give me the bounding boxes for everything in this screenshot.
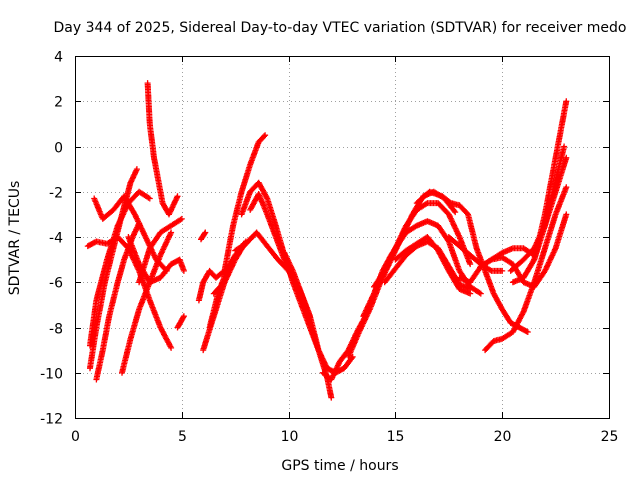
data-point: [146, 195, 153, 202]
x-tick-label: 20: [494, 429, 512, 445]
series-arc-11: [198, 229, 209, 243]
x-axis-label: GPS time / hours: [281, 458, 398, 474]
series-arc-9: [125, 234, 187, 286]
axis-ticks: [75, 56, 610, 419]
x-tick-label: 15: [387, 429, 405, 445]
data-point: [261, 133, 267, 140]
data-point: [519, 310, 526, 316]
data-point: [180, 314, 187, 321]
y-tick-label: -12: [40, 412, 63, 428]
data-point: [178, 215, 185, 222]
data-point: [180, 267, 187, 274]
data-point: [563, 154, 570, 161]
series-arc-33: [507, 154, 570, 274]
data-point: [561, 143, 568, 150]
data-point: [168, 229, 175, 236]
data-point: [348, 355, 355, 362]
data-point: [133, 166, 140, 173]
series-arc-34: [445, 234, 506, 274]
data-point: [451, 207, 458, 214]
data-point: [446, 199, 453, 206]
series-arc-10: [174, 313, 187, 331]
data-point: [563, 184, 570, 191]
data-point: [174, 193, 181, 200]
series-arc-22: [345, 188, 459, 360]
data-point: [262, 132, 269, 139]
data-point: [202, 229, 209, 236]
data-point: [168, 344, 175, 351]
data-point: [487, 267, 494, 274]
x-tick-label: 0: [71, 429, 80, 445]
grid-lines: [75, 56, 609, 418]
y-tick-label: 0: [54, 141, 63, 157]
data-point: [499, 267, 506, 274]
chart-title: Day 344 of 2025, Sidereal Day-to-day VTE…: [54, 20, 627, 36]
y-tick-label: -4: [49, 231, 63, 247]
data-point: [263, 194, 270, 201]
data-point: [452, 209, 459, 216]
y-tick-label: -8: [49, 322, 63, 338]
series-arc-16: [221, 132, 269, 274]
series-arc-20: [281, 249, 356, 376]
data-point: [180, 313, 187, 320]
data-points: [84, 80, 570, 401]
y-tick-label: -10: [40, 367, 63, 383]
data-point: [130, 172, 137, 179]
data-point: [477, 290, 484, 297]
data-point: [171, 198, 178, 205]
data-point: [530, 257, 537, 264]
data-point: [321, 359, 328, 366]
x-tick-label: 25: [601, 429, 619, 445]
data-point: [563, 211, 570, 218]
data-point: [476, 289, 483, 296]
data-point: [201, 230, 208, 237]
data-point: [328, 394, 335, 401]
y-tick-label: 2: [54, 95, 63, 111]
x-tick-label: 5: [178, 429, 187, 445]
y-tick-label: 4: [54, 50, 63, 66]
y-tick-label: -6: [49, 276, 63, 292]
data-point: [563, 98, 570, 105]
y-tick-label: -2: [49, 186, 63, 202]
series-arc-7: [144, 80, 181, 218]
series-arc-26: [392, 234, 474, 297]
series-arc-17: [238, 179, 335, 401]
x-tick-label: 10: [281, 429, 299, 445]
data-point: [177, 216, 184, 223]
data-point: [130, 232, 137, 239]
y-axis-label: SDTVAR / TECUs: [7, 181, 23, 296]
series-arc-24: [371, 218, 484, 297]
data-point: [467, 261, 474, 268]
data-point: [524, 329, 531, 335]
series-arc-5: [91, 193, 170, 274]
x-tick-labels: 0 5 10 15 20 25: [71, 429, 618, 445]
y-tick-labels: -12 -10 -8 -6 -4 -2 0 2 4: [40, 50, 63, 428]
series-arc-30: [482, 184, 570, 354]
data-point: [423, 200, 430, 207]
data-point: [467, 290, 474, 297]
